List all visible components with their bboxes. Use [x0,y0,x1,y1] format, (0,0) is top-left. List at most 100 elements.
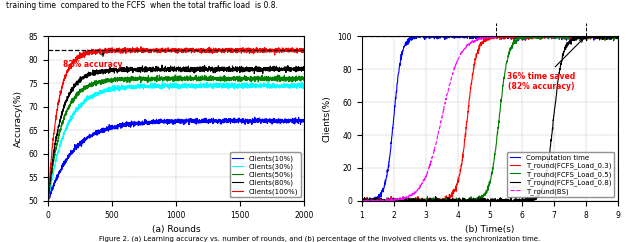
Clients(50%) [162,76,170,79]
Text: Figure 2. (a) Learning accuracy vs. number of rounds, and (b) percentage of the : Figure 2. (a) Learning accuracy vs. numb… [99,235,541,242]
Y-axis label: Accuracy(%): Accuracy(%) [14,90,23,147]
T_round(FCFS_Load_0.5) [444,199,452,202]
Clients(10%) [44,199,52,202]
Clients(80%) [169,66,177,69]
T_round(FCFS_Load_0.8) [392,199,399,202]
Clients(10%) [44,199,52,202]
T_round(FCFS_Load_0.5) [392,199,399,202]
T_round(FCFS_Load_0.8) [468,199,476,202]
T_round(FCFS_Load_0.8) [498,199,506,202]
T_round(FCFS_Load_0.3) [498,35,506,38]
T_round(BS) [494,36,502,38]
Computation time [469,35,477,38]
T_round(FCFS_Load_0.8) [572,35,579,38]
T_round(BS) [449,73,456,76]
T_round(FCFS_Load_0.3) [483,35,491,38]
Line: Computation time: Computation time [362,36,618,201]
Clients(80%) [246,69,253,72]
T_round(FCFS_Load_0.5) [358,199,366,202]
T_round(FCFS_Load_0.3) [358,198,365,201]
Computation time [493,35,500,38]
Line: Clients(30%): Clients(30%) [48,81,304,202]
T_round(BS) [438,116,445,119]
T_round(BS) [419,180,427,183]
Clients(50%) [293,77,301,80]
T_round(BS) [393,198,401,201]
Legend: Computation time, T_round(FCFS_Load_0.3), T_round(FCFS_Load_0.5), T_round(FCFS_L: Computation time, T_round(FCFS_Load_0.3)… [507,152,614,197]
T_round(FCFS_Load_0.3) [401,199,409,202]
Clients(30%) [292,83,300,86]
Clients(80%) [57,117,65,120]
X-axis label: (a) Rounds: (a) Rounds [152,225,200,234]
Clients(80%) [162,68,170,70]
Clients(100%) [169,47,177,50]
T_round(FCFS_Load_0.8) [492,199,500,202]
T_round(FCFS_Load_0.5) [614,35,621,38]
Clients(100%) [246,50,253,53]
T_round(FCFS_Load_0.3) [358,199,365,202]
Clients(50%) [292,76,300,79]
Clients(50%) [57,124,65,127]
Clients(50%) [300,79,308,82]
Clients(30%) [293,85,301,88]
Computation time [358,199,365,202]
Clients(30%) [169,82,177,85]
Clients(30%) [44,200,52,203]
Clients(50%) [172,74,179,76]
T_round(FCFS_Load_0.3) [392,198,399,201]
Clients(80%) [293,69,301,72]
T_round(FCFS_Load_0.5) [358,198,365,201]
T_round(BS) [486,35,494,38]
Clients(10%) [58,168,65,171]
Clients(100%) [57,90,65,92]
Clients(80%) [300,65,308,68]
Clients(50%) [246,79,253,82]
T_round(BS) [358,199,365,202]
Clients(100%) [300,48,308,51]
T_round(FCFS_Load_0.5) [401,199,409,202]
Line: T_round(BS): T_round(BS) [362,36,498,201]
T_round(FCFS_Load_0.8) [401,196,408,199]
Clients(50%) [168,78,176,81]
Text: 82% accuracy: 82% accuracy [63,53,122,69]
Line: Clients(100%): Clients(100%) [48,47,304,201]
Computation time [498,35,506,38]
Clients(10%) [293,119,301,122]
T_round(FCFS_Load_0.3) [493,35,500,38]
Clients(100%) [137,45,145,48]
Line: Clients(50%): Clients(50%) [48,75,304,202]
T_round(BS) [382,199,390,202]
T_round(FCFS_Load_0.8) [444,196,452,199]
T_round(FCFS_Load_0.3) [444,198,452,201]
T_round(BS) [460,48,468,51]
T_round(FCFS_Load_0.8) [614,35,621,38]
Clients(10%) [251,116,259,119]
Clients(30%) [300,84,308,87]
Clients(100%) [44,199,52,202]
Clients(10%) [293,120,301,123]
Computation time [444,35,452,38]
Clients(100%) [292,47,300,50]
Clients(80%) [158,64,166,67]
Clients(100%) [162,47,170,50]
Line: Clients(80%): Clients(80%) [48,65,304,202]
Computation time [401,44,408,47]
X-axis label: (b) Time(s): (b) Time(s) [465,225,515,234]
Line: T_round(FCFS_Load_0.5): T_round(FCFS_Load_0.5) [362,36,618,201]
Clients(30%) [57,142,65,144]
Clients(30%) [162,85,170,88]
T_round(FCFS_Load_0.5) [518,35,526,38]
T_round(FCFS_Load_0.5) [493,143,500,146]
Clients(10%) [246,120,253,122]
Clients(30%) [159,80,166,83]
Computation time [409,35,417,38]
Legend: Clients(10%), Clients(30%), Clients(50%), Clients(80%), Clients(100%): Clients(10%), Clients(30%), Clients(50%)… [230,152,301,197]
T_round(FCFS_Load_0.8) [358,199,365,202]
Line: T_round(FCFS_Load_0.8): T_round(FCFS_Load_0.8) [362,36,618,201]
Computation time [614,35,621,38]
T_round(FCFS_Load_0.3) [469,73,477,76]
Text: training time  compared to the FCFS  when the total traffic load  is 0.8.: training time compared to the FCFS when … [6,1,278,10]
Clients(80%) [44,201,52,204]
Clients(10%) [162,119,170,122]
Line: T_round(FCFS_Load_0.3): T_round(FCFS_Load_0.3) [362,36,618,201]
